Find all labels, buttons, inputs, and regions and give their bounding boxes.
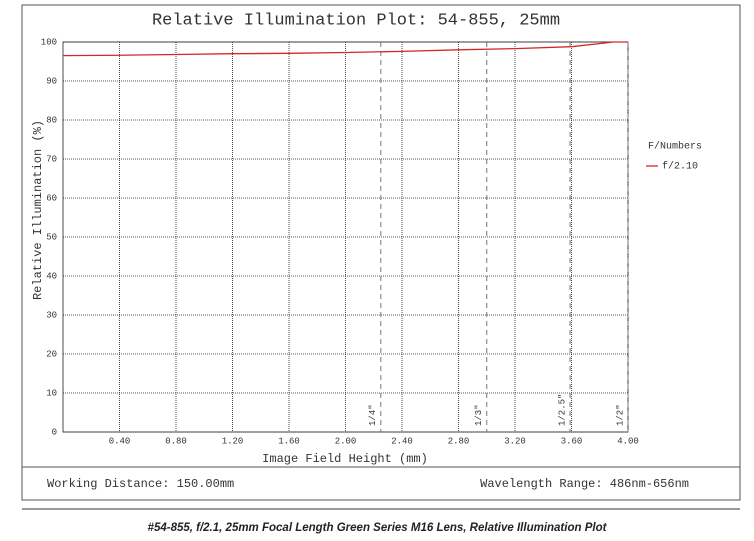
sensor-format-label: 1/2.5": [557, 394, 567, 426]
x-tick-label: 4.00: [617, 436, 639, 446]
data-line: [62, 41, 628, 57]
x-tick-label: 3.20: [504, 436, 526, 446]
chart-title: Relative Illumination Plot: 54-855, 25mm: [152, 11, 560, 30]
x-tick-label: 2.40: [391, 436, 413, 446]
y-tick-label: 0: [52, 427, 57, 437]
x-tick-label: 1.60: [278, 436, 300, 446]
y-tick-label: 60: [46, 193, 57, 203]
y-tick-label: 100: [41, 37, 57, 47]
y-tick-label: 70: [46, 154, 57, 164]
y-tick-label: 20: [46, 349, 57, 359]
legend-label: f/2.10: [662, 161, 698, 173]
x-tick-label: 2.00: [335, 436, 357, 446]
sensor-format-label: 1/4": [368, 404, 378, 426]
y-tick-label: 80: [46, 115, 57, 125]
y-axis-label: Relative Illumination (%): [31, 120, 45, 300]
x-tick-label: 0.80: [165, 436, 187, 446]
wavelength-range: Wavelength Range: 486nm-656nm: [480, 477, 689, 491]
x-tick-label: 1.20: [222, 436, 244, 446]
y-tick-label: 50: [46, 232, 57, 242]
x-tick-label: 3.60: [561, 436, 583, 446]
caption: #54-855, f/2.1, 25mm Focal Length Green …: [148, 522, 608, 534]
x-axis-label: Image Field Height (mm): [262, 452, 428, 466]
legend-title: F/Numbers: [648, 141, 702, 153]
x-tick-label: 0.40: [109, 436, 131, 446]
sensor-format-label: 1/3": [474, 404, 484, 426]
y-tick-label: 10: [46, 388, 57, 398]
y-tick-label: 40: [46, 271, 57, 281]
working-distance: Working Distance: 150.00mm: [47, 477, 234, 491]
y-tick-label: 30: [46, 310, 57, 320]
sensor-format-label: 1/2": [615, 404, 625, 426]
frame: [21, 4, 741, 501]
y-tick-label: 90: [46, 76, 57, 86]
x-tick-label: 2.80: [448, 436, 470, 446]
